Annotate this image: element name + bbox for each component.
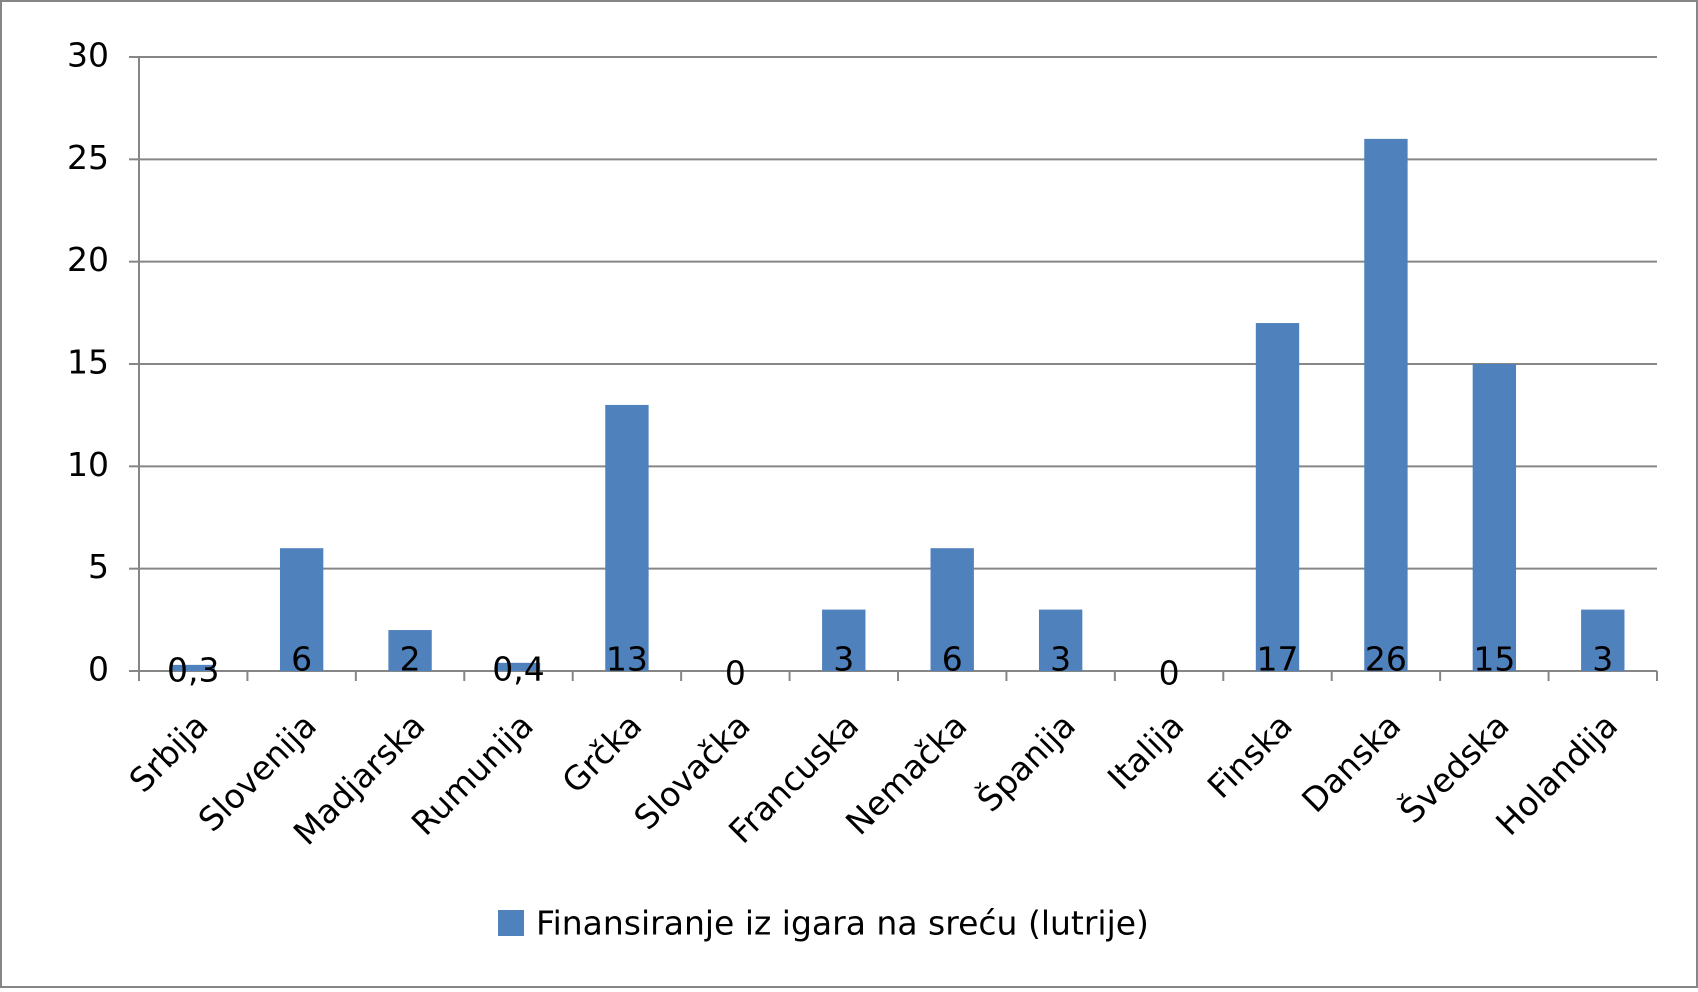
bar	[1038, 609, 1083, 671]
data-label: 0	[1159, 654, 1180, 693]
bar	[496, 662, 541, 671]
bar	[171, 664, 215, 671]
y-tick-label: 30	[67, 36, 109, 75]
y-tick-label: 10	[67, 445, 109, 484]
bar	[822, 609, 866, 671]
data-label: 26	[1365, 640, 1407, 679]
data-label: 15	[1473, 640, 1515, 679]
data-label: 13	[606, 640, 648, 679]
y-tick-label: 15	[67, 343, 109, 382]
bar	[1364, 138, 1408, 671]
data-label: 17	[1257, 640, 1299, 679]
data-label: 0	[725, 654, 746, 693]
legend-label: Finansiranje iz igara na sreću (lutrije)	[536, 904, 1149, 943]
bar	[279, 548, 324, 671]
y-tick-label: 0	[88, 650, 109, 689]
data-label: 3	[1592, 640, 1613, 679]
data-label: 0,3	[167, 650, 219, 689]
bar	[1581, 609, 1625, 671]
bar	[1472, 364, 1517, 671]
data-label: 3	[1050, 640, 1071, 679]
bar	[930, 548, 974, 671]
data-label: 3	[833, 640, 854, 679]
data-label: 0,4	[492, 649, 544, 688]
y-tick-label: 20	[67, 240, 109, 279]
y-tick-label: 25	[67, 138, 109, 177]
legend-swatch	[498, 910, 524, 936]
data-label: 6	[291, 640, 312, 679]
bar	[1255, 323, 1300, 671]
data-label: 6	[942, 640, 963, 679]
y-tick-label: 5	[88, 547, 109, 586]
data-label: 2	[400, 640, 421, 679]
bar	[605, 404, 649, 671]
bar	[388, 630, 432, 671]
